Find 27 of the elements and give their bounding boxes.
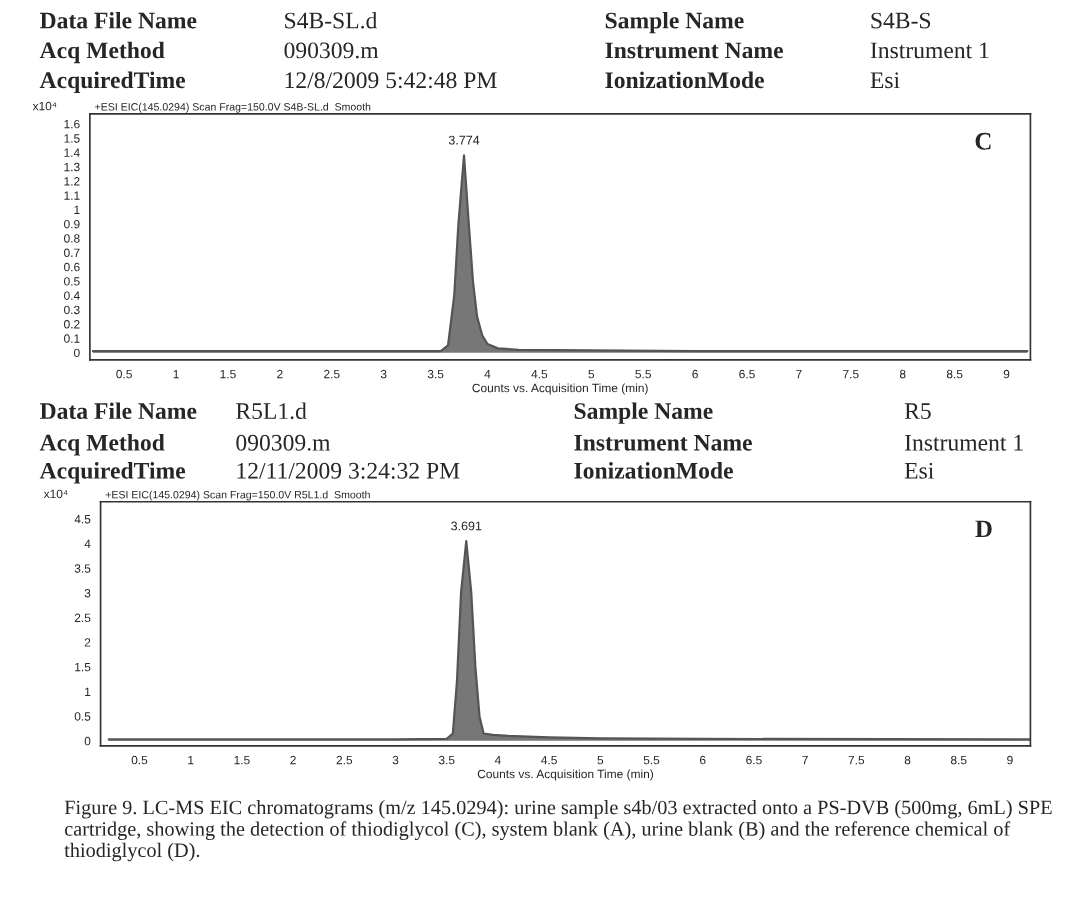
text: R5L1.d: [236, 402, 307, 420]
text: IonizationMode: [574, 462, 733, 479]
text: 090309.m: [236, 434, 331, 451]
text: 090309.m: [284, 42, 379, 59]
text: Sample Name: [574, 402, 713, 424]
text: R5: [904, 403, 931, 420]
annotation: C: [975, 132, 991, 150]
text: Instrument 1: [905, 434, 1023, 451]
text: Esi: [870, 72, 900, 89]
text: IonizationMode: [605, 71, 764, 89]
annotation: D: [975, 520, 992, 538]
text: 12/11/2009 3:24:32 PM: [237, 462, 460, 479]
text: Acq Method: [39, 41, 165, 64]
text: Data File Name: [40, 11, 197, 29]
text: S4B-S: [871, 12, 931, 29]
text: AcquiredTime: [39, 462, 186, 484]
caption: Figure 9. LC-MS EIC chromatograms (m/z 145.0294): urine sample s4b/03 extracted onto a PS-DVB (500mg, 6mL) SPE cartridge, showing the detection of thiodiglycol (C), system blank (A), urine blank (B) and the reference chemical of thiodiglycol (D).: [64, 800, 1052, 862]
text: Sample Name: [605, 11, 744, 34]
text: Instrument Name: [574, 434, 752, 451]
text: Acq Method: [39, 434, 165, 456]
text: S4B-SL.d: [285, 11, 378, 29]
text: Instrument 1: [870, 42, 989, 59]
text: Esi: [904, 462, 934, 479]
text: Instrument Name: [605, 42, 783, 59]
text: AcquiredTime: [39, 71, 186, 93]
text: Data File Name: [40, 402, 197, 420]
text: 12/8/2009 5:42:48 PM: [285, 72, 497, 89]
